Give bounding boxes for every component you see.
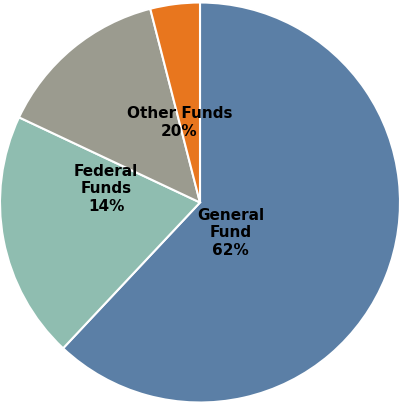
Wedge shape (19, 9, 200, 202)
Text: Other Funds
20%: Other Funds 20% (126, 106, 232, 139)
Wedge shape (0, 117, 200, 348)
Text: General
Fund
62%: General Fund 62% (197, 208, 264, 258)
Text: Federal
Funds
14%: Federal Funds 14% (74, 164, 138, 213)
Wedge shape (63, 2, 400, 403)
Wedge shape (150, 2, 200, 202)
